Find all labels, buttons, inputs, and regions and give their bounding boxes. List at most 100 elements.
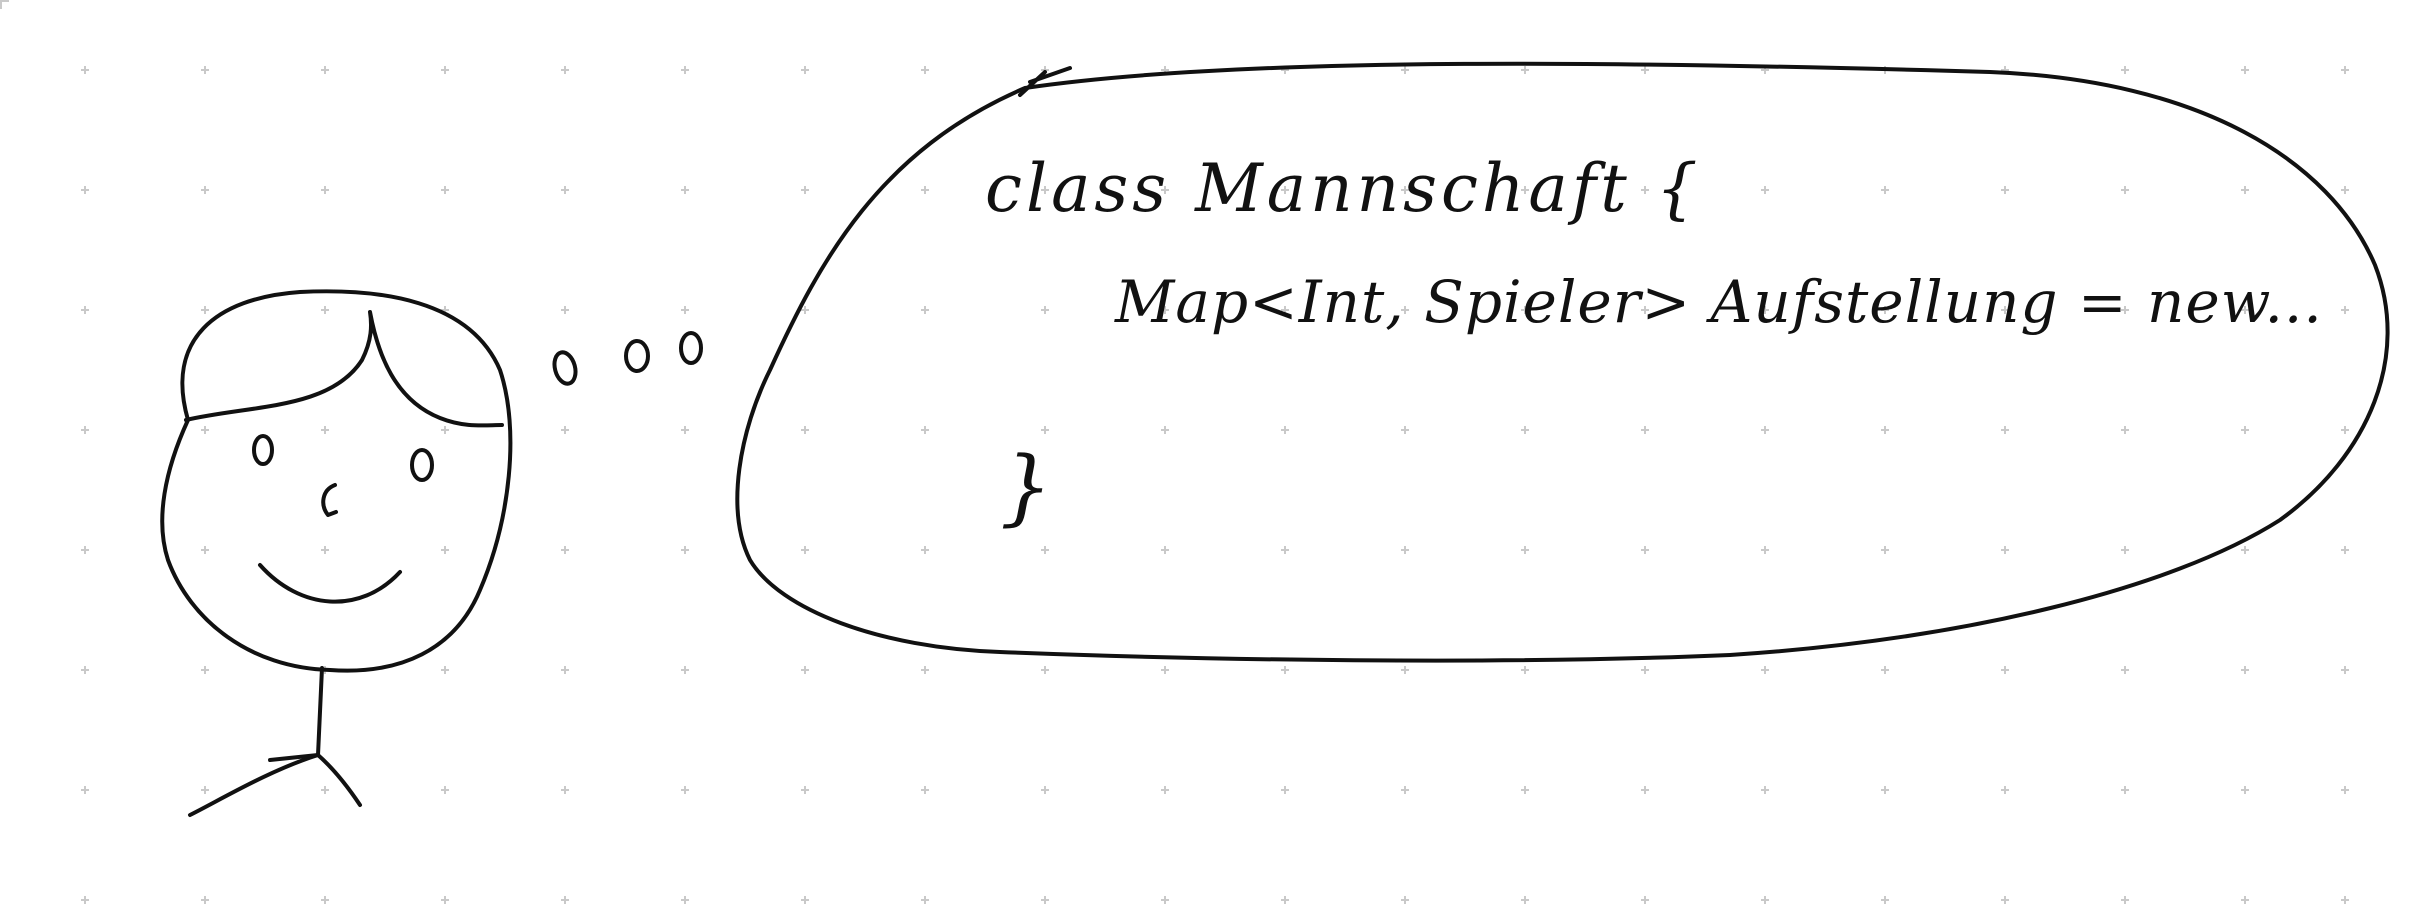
- left-eye: [252, 434, 274, 466]
- grid-dot: [2341, 426, 2349, 434]
- thought-dot-small: [552, 350, 578, 386]
- grid-dot: [1761, 786, 1769, 794]
- grid-dot: [1521, 546, 1529, 554]
- grid-dot: [1761, 186, 1769, 194]
- right-eye: [410, 448, 434, 482]
- grid-dot: [1761, 306, 1769, 314]
- grid-dot: [2241, 186, 2249, 194]
- hair-line: [184, 310, 504, 428]
- grid-dot: [1881, 306, 1889, 314]
- grid-dot: [1641, 786, 1649, 794]
- grid-dot: [321, 306, 329, 314]
- grid-dot: [1641, 306, 1649, 314]
- dot-grid: [81, 66, 2349, 904]
- grid-dot: [441, 186, 449, 194]
- grid-dot: [1401, 186, 1409, 194]
- grid-dot: [801, 186, 809, 194]
- grid-dot: [1161, 896, 1169, 904]
- grid-dot: [2121, 186, 2129, 194]
- grid-dot: [1401, 896, 1409, 904]
- grid-dot: [2241, 426, 2249, 434]
- grid-dot: [1521, 66, 1529, 74]
- thought-dot-medium: [624, 339, 650, 373]
- grid-dot: [801, 426, 809, 434]
- grid-dot: [1041, 426, 1049, 434]
- grid-dot: [1401, 426, 1409, 434]
- grid-dot: [2341, 786, 2349, 794]
- grid-dot: [801, 66, 809, 74]
- grid-dot: [801, 786, 809, 794]
- grid-dot: [81, 66, 89, 74]
- grid-dot: [561, 786, 569, 794]
- thought-dots: [552, 331, 703, 386]
- grid-dot: [2121, 786, 2129, 794]
- grid-dot: [2121, 546, 2129, 554]
- grid-dot: [1641, 426, 1649, 434]
- nose: [321, 483, 338, 517]
- grid-dot: [921, 666, 929, 674]
- smile: [258, 563, 402, 604]
- grid-dot: [921, 306, 929, 314]
- grid-dot: [2241, 896, 2249, 904]
- grid-dot: [1521, 306, 1529, 314]
- grid-dot: [441, 546, 449, 554]
- grid-dot: [81, 306, 89, 314]
- grid-dot: [1881, 896, 1889, 904]
- grid-dot: [921, 426, 929, 434]
- grid-dot: [1521, 426, 1529, 434]
- grid-dot: [441, 426, 449, 434]
- grid-dot: [1881, 786, 1889, 794]
- code-line-closing-brace: }: [1000, 440, 1055, 535]
- grid-dot: [561, 306, 569, 314]
- grid-dot: [201, 66, 209, 74]
- grid-dot: [441, 666, 449, 674]
- grid-dot: [2341, 896, 2349, 904]
- grid-dot: [1521, 786, 1529, 794]
- grid-dot: [1641, 186, 1649, 194]
- grid-dot: [921, 186, 929, 194]
- grid-dot: [1401, 666, 1409, 674]
- grid-dot: [1521, 666, 1529, 674]
- grid-dot: [201, 896, 209, 904]
- grid-dot: [2121, 666, 2129, 674]
- grid-dot: [201, 306, 209, 314]
- grid-dot: [921, 546, 929, 554]
- bubble-pen-start-mark: [1018, 66, 1072, 97]
- grid-dot: [801, 666, 809, 674]
- grid-dot: [1281, 666, 1289, 674]
- neck: [316, 666, 324, 757]
- grid-dot: [201, 786, 209, 794]
- grid-dot: [81, 426, 89, 434]
- grid-dot: [1281, 786, 1289, 794]
- grid-dot: [801, 896, 809, 904]
- grid-dot: [2001, 896, 2009, 904]
- grid-dot: [1041, 546, 1049, 554]
- grid-dot: [1401, 546, 1409, 554]
- grid-dot: [1881, 186, 1889, 194]
- grid-dot: [2121, 306, 2129, 314]
- grid-dot: [2241, 546, 2249, 554]
- stick-figure: [160, 289, 513, 817]
- grid-dot: [441, 66, 449, 74]
- grid-dot: [1641, 546, 1649, 554]
- grid-dot: [1401, 66, 1409, 74]
- grid-dot: [321, 896, 329, 904]
- grid-dot: [681, 546, 689, 554]
- grid-dot: [81, 786, 89, 794]
- grid-dot: [561, 66, 569, 74]
- grid-dot: [1641, 66, 1649, 74]
- thought-dot-large: [679, 331, 703, 365]
- grid-dot: [801, 306, 809, 314]
- grid-dot: [2241, 66, 2249, 74]
- grid-dot: [1161, 666, 1169, 674]
- grid-dot: [1161, 186, 1169, 194]
- grid-dot: [2001, 546, 2009, 554]
- code-line-map-field: Map<Int, Spieler> Aufstellung = new...: [1115, 268, 2323, 336]
- grid-dot: [1281, 306, 1289, 314]
- grid-dot: [2001, 306, 2009, 314]
- grid-dot: [81, 546, 89, 554]
- grid-dot: [1041, 306, 1049, 314]
- grid-dot: [1041, 666, 1049, 674]
- grid-dot: [1761, 896, 1769, 904]
